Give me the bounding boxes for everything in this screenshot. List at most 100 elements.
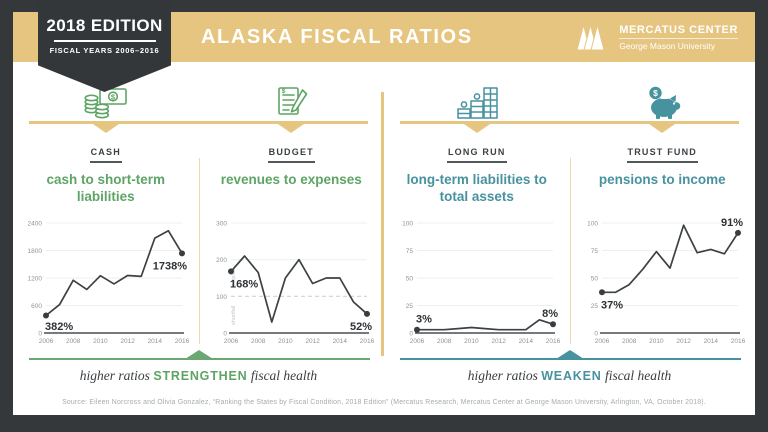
panel-long-run: LONG RUN long-term liabilities to total …: [384, 62, 570, 349]
svg-text:0: 0: [409, 331, 413, 338]
chevron-down-icon: [649, 124, 676, 133]
logo-university-name: George Mason University: [619, 40, 716, 51]
center-gold-divider: [381, 92, 384, 356]
svg-text:2008: 2008: [437, 338, 452, 345]
buildings-icon: [455, 62, 499, 120]
svg-text:2010: 2010: [464, 338, 479, 345]
weaken-footnote: higher ratios WEAKEN fiscal health: [384, 368, 755, 384]
edition-title: 2018 EDITION: [46, 16, 163, 35]
svg-text:0: 0: [224, 331, 228, 338]
panel-title-trust-fund: pensions to income: [598, 172, 726, 187]
svg-text:168%: 168%: [230, 278, 258, 290]
svg-text:600: 600: [31, 303, 42, 310]
svg-text:100: 100: [587, 221, 598, 228]
svg-text:2016: 2016: [731, 338, 746, 345]
svg-text:3%: 3%: [416, 314, 432, 326]
svg-text:2400: 2400: [27, 221, 42, 228]
svg-text:surplus: surplus: [231, 268, 237, 286]
svg-text:382%: 382%: [45, 321, 73, 333]
source-citation: Source: Eileen Norcross and Olivia Gonza…: [62, 399, 706, 406]
category-label-trust-fund: TRUST FUND: [626, 147, 698, 163]
svg-text:2012: 2012: [677, 338, 692, 345]
mercatus-mark-icon: [576, 23, 605, 50]
svg-text:75: 75: [591, 248, 599, 255]
svg-text:2014: 2014: [147, 338, 162, 345]
panel-trust-fund: $ TRUST FUND pensions to income 0 25 50 75 1…: [570, 62, 756, 349]
chevron-up-icon: [555, 350, 584, 359]
gold-divider-line: [400, 121, 739, 124]
svg-text:1200: 1200: [27, 276, 42, 283]
content-card: $ CASH cash to short-term liabilities 0 6…: [13, 62, 755, 415]
strengthen-half: $ CASH cash to short-term liabilities 0 6…: [13, 62, 384, 415]
chevron-down-icon: [463, 124, 490, 133]
svg-text:2008: 2008: [622, 338, 637, 345]
piggy-bank-icon: $: [641, 62, 683, 120]
svg-text:$: $: [282, 88, 286, 95]
svg-text:2006: 2006: [410, 338, 425, 345]
category-label-long-run: LONG RUN: [446, 147, 507, 163]
panel-title-cash: cash to short-term liabilities: [46, 172, 166, 205]
mercatus-logo: MERCATUS CENTER George Mason University: [576, 12, 738, 62]
svg-text:2006: 2006: [39, 338, 54, 345]
svg-text:2012: 2012: [120, 338, 135, 345]
svg-text:50: 50: [406, 276, 414, 283]
svg-text:75: 75: [406, 248, 414, 255]
svg-text:300: 300: [216, 221, 227, 228]
panel-title-long-run: long-term liabilities to total assets: [406, 172, 547, 205]
budget-document-icon: $: [274, 62, 308, 120]
column-divider: [569, 158, 571, 344]
svg-text:0: 0: [595, 331, 599, 338]
chevron-down-icon: [278, 124, 305, 133]
logo-org-name: MERCATUS CENTER: [619, 24, 738, 39]
badge-divider: [53, 40, 156, 42]
footnote-prefix: higher ratios: [79, 368, 150, 383]
svg-text:100: 100: [402, 221, 413, 228]
long-run-ratio-chart: 0 25 50 75 100 2006 2008 2010 2012 2014 2016 3% 8%: [402, 221, 561, 346]
svg-text:$: $: [111, 92, 116, 101]
svg-text:2014: 2014: [518, 338, 533, 345]
column-divider: [198, 158, 200, 344]
category-label-cash: CASH: [89, 147, 122, 163]
gold-divider-line: [29, 121, 368, 124]
panel-title-budget: revenues to expenses: [220, 172, 362, 187]
svg-text:2016: 2016: [360, 338, 375, 345]
panel-cash: $ CASH cash to short-term liabilities 0 6…: [13, 62, 199, 349]
svg-text:52%: 52%: [350, 321, 372, 333]
svg-text:2010: 2010: [93, 338, 108, 345]
svg-text:37%: 37%: [601, 299, 623, 311]
weaken-rule: [400, 358, 741, 360]
svg-text:2014: 2014: [333, 338, 348, 345]
panel-budget: $ BUDGET revenues to expenses 0 100 200 300…: [199, 62, 385, 349]
chevron-down-icon: [92, 124, 119, 133]
footnote-prefix: higher ratios: [467, 368, 538, 383]
svg-text:2016: 2016: [546, 338, 561, 345]
category-label-budget: BUDGET: [267, 147, 315, 163]
strengthen-footnote: higher ratios STRENGTHEN fiscal health: [13, 368, 384, 384]
fiscal-years-label: FISCAL YEARS 2006–2016: [49, 46, 160, 55]
page-title: ALASKA FISCAL RATIOS: [201, 25, 473, 48]
svg-text:2006: 2006: [595, 338, 610, 345]
svg-text:2012: 2012: [306, 338, 321, 345]
footnote-suffix: fiscal health: [604, 368, 672, 383]
svg-text:2016: 2016: [175, 338, 190, 345]
cash-coins-icon: $: [83, 62, 129, 120]
svg-text:25: 25: [591, 303, 599, 310]
chevron-up-icon: [184, 350, 213, 359]
trust-fund-ratio-chart: 0 25 50 75 100 2006 2008 2010 2012 2014 2016 37% 91%: [587, 217, 746, 345]
svg-text:2008: 2008: [66, 338, 81, 345]
footnote-emphasis: STRENGTHEN: [153, 369, 248, 383]
svg-text:25: 25: [406, 303, 414, 310]
svg-text:2012: 2012: [491, 338, 506, 345]
svg-text:50: 50: [591, 276, 599, 283]
svg-text:1738%: 1738%: [152, 260, 186, 272]
svg-text:100: 100: [216, 294, 227, 301]
budget-ratio-chart: 0 100 200 300 surplus shortfall 2006 2008 2010 20…: [216, 221, 375, 346]
svg-text:2014: 2014: [704, 338, 719, 345]
cash-ratio-chart: 0 600 1200 1800 2400 2006 2008 2010 2012 2014 2016…: [27, 221, 190, 346]
svg-text:shortfall: shortfall: [231, 306, 237, 325]
strengthen-rule: [29, 358, 370, 360]
svg-text:2010: 2010: [649, 338, 664, 345]
svg-text:2006: 2006: [224, 338, 239, 345]
svg-text:0: 0: [38, 331, 42, 338]
svg-text:8%: 8%: [542, 308, 558, 320]
